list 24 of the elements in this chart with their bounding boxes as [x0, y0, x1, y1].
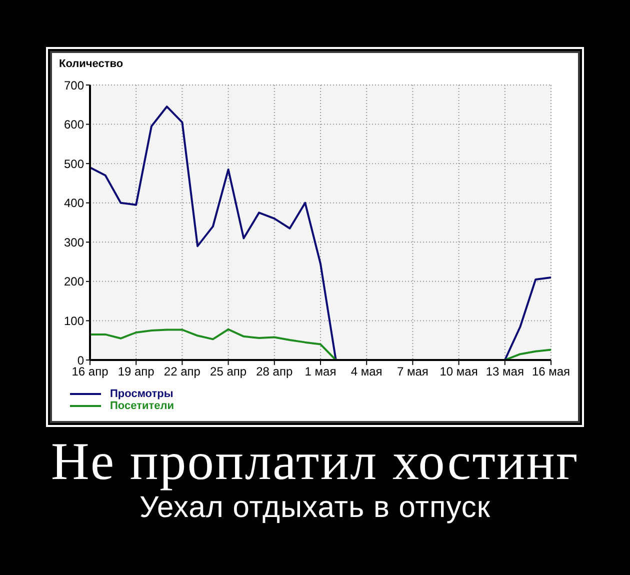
x-tick-label: 4 мая — [350, 364, 382, 379]
x-tick-label: 7 мая — [396, 364, 428, 379]
text: Уехал отдыхать в отпуск — [138, 490, 492, 526]
legend-label: Просмотры — [110, 388, 174, 400]
x-tick-label: 1 мая — [304, 364, 336, 379]
x-tick-label: 13 мая — [486, 364, 524, 379]
x-tick-label: 19 апр — [118, 364, 155, 379]
x-tick-label: 28 апр — [256, 364, 293, 379]
y-tick-label: 300 — [64, 235, 84, 250]
y-tick-label: 100 — [64, 314, 84, 328]
y-tick-label: 600 — [64, 118, 84, 132]
x-tick-label: 22 апр — [164, 364, 201, 379]
x-tick-label: 25 апр — [210, 364, 247, 379]
y-axis-title: Количество — [59, 58, 124, 70]
text: Не проплатил хостинг — [50, 432, 580, 492]
y-tick-label: 700 — [64, 78, 84, 92]
y-tick-label: 500 — [64, 156, 84, 171]
y-tick-label: 200 — [64, 274, 84, 289]
y-tick-label: 400 — [64, 196, 84, 210]
legend-label: Посетители — [110, 400, 174, 412]
x-tick-label: 16 мая — [532, 364, 570, 379]
y-tick-label: 0 — [77, 353, 84, 368]
x-tick-label: 10 мая — [440, 364, 478, 379]
x-tick-label: 16 апр — [72, 364, 109, 379]
